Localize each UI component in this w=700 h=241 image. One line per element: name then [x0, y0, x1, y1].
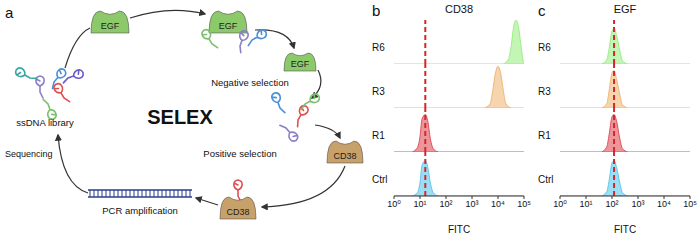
html-text:Ctrl: Ctrl: [372, 174, 388, 185]
svg-text:10⁵: 10⁵: [683, 199, 697, 209]
svg-text:EGF: EGF: [291, 59, 310, 69]
html-text:c: c: [538, 2, 546, 19]
svg-text:Negative selection: Negative selection: [211, 77, 289, 88]
svg-text:10²: 10²: [605, 199, 618, 209]
html-text:R1: R1: [538, 130, 551, 141]
svg-text:10⁰: 10⁰: [553, 199, 567, 209]
html-text:EGF: EGF: [613, 3, 637, 15]
svg-text:Sequencing: Sequencing: [5, 149, 53, 159]
svg-text:10³: 10³: [631, 199, 644, 209]
html-text:R6: R6: [538, 42, 551, 53]
svg-text:10¹: 10¹: [413, 199, 426, 209]
svg-text:CD38: CD38: [226, 207, 249, 217]
html-text:R6: R6: [372, 42, 385, 53]
svg-text:a: a: [5, 4, 14, 21]
svg-text:10⁵: 10⁵: [517, 199, 531, 209]
svg-text:10⁰: 10⁰: [387, 199, 401, 209]
svg-text:10⁴: 10⁴: [657, 199, 671, 209]
svg-text:PCR amplification: PCR amplification: [102, 205, 178, 216]
html-text:CD38: CD38: [444, 3, 474, 15]
svg-text:EGF: EGF: [219, 21, 238, 31]
html-text:R1: R1: [372, 130, 385, 141]
html-text:b: b: [372, 2, 381, 19]
html-text:R3: R3: [538, 86, 551, 97]
svg-text:CD38: CD38: [333, 151, 356, 161]
html-text:R3: R3: [372, 86, 385, 97]
svg-text:10⁴: 10⁴: [491, 199, 505, 209]
svg-text:SELEX: SELEX: [147, 106, 213, 128]
svg-text:10²: 10²: [439, 199, 452, 209]
html-text:FITC: FITC: [613, 224, 637, 235]
svg-text:Positive selection: Positive selection: [203, 148, 276, 159]
svg-text:10³: 10³: [465, 199, 478, 209]
svg-text:10¹: 10¹: [579, 199, 592, 209]
html-text:Ctrl: Ctrl: [538, 174, 554, 185]
svg-text:EGF: EGF: [101, 21, 120, 31]
html-text:FITC: FITC: [447, 224, 471, 235]
svg-text:ssDNA library: ssDNA library: [16, 117, 74, 128]
